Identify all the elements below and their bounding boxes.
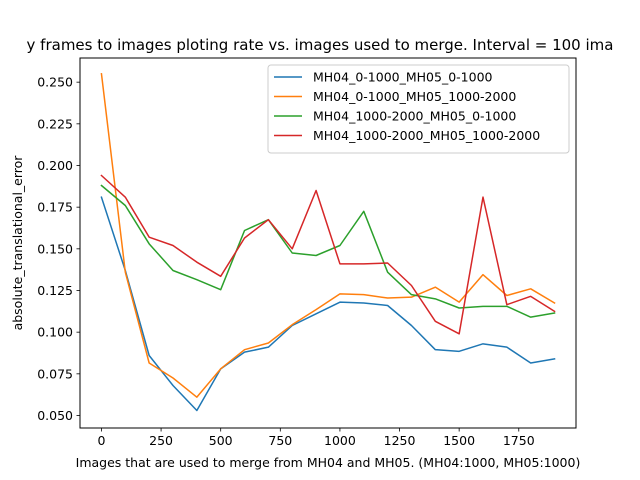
y-tick-label: 0.250 bbox=[37, 75, 73, 90]
legend-label-1: MH04_0-1000_MH05_1000-2000 bbox=[313, 89, 516, 104]
series-line-3 bbox=[100, 174, 556, 335]
x-tick-label: 1250 bbox=[384, 433, 416, 448]
x-tick-label: 250 bbox=[149, 433, 173, 448]
y-axis: 0.050 0.075 0.100 0.125 0.150 0.175 0.200 0.225… bbox=[37, 75, 80, 423]
x-tick-label: 1000 bbox=[324, 433, 356, 448]
x-tick-label: 500 bbox=[209, 433, 233, 448]
x-tick-label: 750 bbox=[268, 433, 292, 448]
legend: MH04_0-1000_MH05_0-1000 MH04_0-1000_MH05_… bbox=[267, 64, 570, 154]
legend-label-3: MH04_1000-2000_MH05_1000-2000 bbox=[313, 128, 540, 143]
legend-label-0: MH04_0-1000_MH05_0-1000 bbox=[313, 70, 493, 85]
legend-label-2: MH04_1000-2000_MH05_0-1000 bbox=[313, 109, 516, 124]
y-axis-label: absolute_translational_error bbox=[10, 155, 25, 331]
y-tick-label: 0.175 bbox=[37, 200, 73, 215]
plot-frame bbox=[79, 57, 577, 429]
legend-box bbox=[267, 64, 570, 154]
series-line-2 bbox=[100, 184, 556, 318]
y-tick-label: 0.200 bbox=[37, 158, 73, 173]
x-axis: 0 250 500 750 1000 1250 1500 1750 bbox=[97, 428, 535, 448]
x-axis-label: Images that are used to merge from MH04 … bbox=[76, 455, 581, 470]
y-tick-label: 0.125 bbox=[37, 283, 73, 298]
series-layer bbox=[100, 72, 556, 412]
y-tick-label: 0.150 bbox=[37, 241, 73, 256]
series-line-1 bbox=[100, 72, 556, 398]
y-tick-label: 0.100 bbox=[37, 325, 73, 340]
x-tick-label: 1500 bbox=[443, 433, 475, 448]
x-tick-label: 0 bbox=[97, 433, 105, 448]
y-tick-label: 0.075 bbox=[37, 366, 73, 381]
series-line-0 bbox=[100, 196, 556, 412]
chart-title: y frames to images ploting rate vs. imag… bbox=[27, 36, 614, 54]
x-tick-label: 1750 bbox=[503, 433, 535, 448]
y-tick-label: 0.225 bbox=[37, 116, 73, 131]
y-tick-label: 0.050 bbox=[37, 408, 73, 423]
